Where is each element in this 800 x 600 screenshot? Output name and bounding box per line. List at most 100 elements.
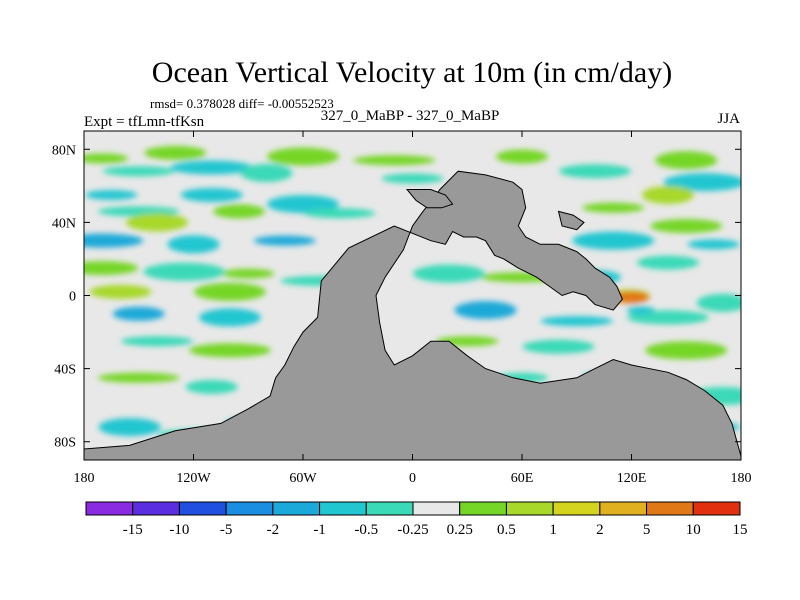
velocity-contour-53 xyxy=(98,418,161,437)
y-tick-label: 40S xyxy=(54,363,76,378)
velocity-contour-1 xyxy=(144,145,207,160)
velocity-contour-32 xyxy=(642,185,694,204)
velocity-contour-14 xyxy=(267,195,339,214)
velocity-contour-13 xyxy=(180,187,243,202)
colorbar-swatch-6 xyxy=(365,501,414,516)
map-axes: 180 120W 60W 0 60E 120E 180 80N 40N 0 40S 80S xyxy=(52,131,752,486)
velocity-contour-23 xyxy=(143,262,226,281)
colorbar-label: 5 xyxy=(643,522,651,538)
x-tick-label: 120W xyxy=(176,471,211,486)
velocity-contour-44 xyxy=(696,293,741,312)
velocity-contour-43 xyxy=(627,310,709,325)
colorbar-label: -0.5 xyxy=(354,522,378,538)
colorbar-label: -5 xyxy=(220,522,233,538)
velocity-contour-22 xyxy=(84,261,139,276)
velocity-contour-38 xyxy=(413,264,485,283)
x-tick-label: 120E xyxy=(617,471,647,486)
velocity-contour-35 xyxy=(572,231,655,250)
left-label: Expt = tfLmn-tfKsn xyxy=(84,114,205,130)
colorbar-swatch-12 xyxy=(646,501,694,516)
velocity-contour-42 xyxy=(540,316,613,327)
colorbar-swatch-11 xyxy=(599,501,648,516)
y-tick-label: 80N xyxy=(52,143,76,158)
velocity-contour-30 xyxy=(121,336,193,347)
velocity-contour-3 xyxy=(353,155,436,166)
colorbar-label: 0.5 xyxy=(497,522,516,538)
velocity-contour-17 xyxy=(126,213,188,232)
x-tick-label: 180 xyxy=(74,471,95,486)
velocity-contour-52 xyxy=(185,379,238,394)
velocity-contour-2 xyxy=(267,147,339,166)
colorbar-label: -0.25 xyxy=(397,522,428,538)
velocity-contour-16 xyxy=(213,204,266,219)
y-tick-label: 0 xyxy=(69,290,76,305)
equatorial-hotspot-2 xyxy=(613,291,650,304)
chart-title: Ocean Vertical Velocity at 10m (in cm/da… xyxy=(152,56,672,89)
velocity-contour-8 xyxy=(240,164,293,183)
colorbar-swatch-8 xyxy=(459,501,507,516)
velocity-contour-18 xyxy=(303,208,376,219)
continent-1 xyxy=(405,189,454,209)
colorbar-swatch-0 xyxy=(85,501,134,516)
x-tick-label: 0 xyxy=(409,471,416,486)
colorbar-label: 0.25 xyxy=(447,522,473,538)
velocity-contour-6 xyxy=(102,166,175,177)
velocity-contour-26 xyxy=(194,282,266,301)
velocity-contour-46 xyxy=(522,339,595,354)
colorbar-swatch-2 xyxy=(178,501,227,516)
colorbar-swatch-4 xyxy=(272,501,321,516)
continent-2 xyxy=(557,210,585,231)
x-tick-label: 60W xyxy=(289,471,317,486)
velocity-contour-28 xyxy=(112,306,165,321)
colorbar-swatch-3 xyxy=(225,501,274,516)
velocity-contour-4 xyxy=(496,149,548,164)
colorbar-label: -1 xyxy=(313,522,326,538)
center-label: 327_0_MaBP - 327_0_MaBP xyxy=(321,108,500,124)
velocity-contour-33 xyxy=(582,202,645,213)
right-label: JJA xyxy=(717,111,740,127)
velocity-contour-37 xyxy=(637,255,699,270)
y-tick-label: 80S xyxy=(54,436,76,451)
colorbar: -15 -10 -5 -2 -1 -0.5 -0.25 0.25 0.5 1 2 5 10 15 xyxy=(85,501,748,538)
velocity-contour-51 xyxy=(97,372,180,383)
velocity-contour-11 xyxy=(663,173,741,192)
colorbar-label: -10 xyxy=(169,522,189,538)
velocity-contour-5 xyxy=(655,151,718,170)
velocity-contour-0 xyxy=(84,153,129,164)
stats-text: rmsd= 0.378028 diff= -0.00552523 xyxy=(150,96,334,111)
velocity-contour-47 xyxy=(645,341,728,360)
colorbar-swatch-5 xyxy=(319,501,367,516)
velocity-contour-36 xyxy=(687,239,740,250)
velocity-contour-41 xyxy=(454,301,517,320)
colorbar-swatch-10 xyxy=(552,501,601,516)
colorbar-label: -15 xyxy=(123,522,143,538)
velocity-contour-25 xyxy=(89,284,152,299)
equatorial-hotspot-4 xyxy=(626,306,655,315)
y-tick-label: 40N xyxy=(52,216,76,231)
colorbar-label: 2 xyxy=(596,522,604,538)
continent-0 xyxy=(84,170,741,460)
velocity-contour-9 xyxy=(381,173,444,184)
colorbar-swatch-9 xyxy=(505,501,554,516)
velocity-contour-24 xyxy=(222,268,275,279)
velocity-contour-12 xyxy=(85,189,138,200)
x-tick-label: 180 xyxy=(731,471,752,486)
colorbar-label: 15 xyxy=(733,522,748,538)
colorbar-swatch-7 xyxy=(412,501,461,516)
colorbar-swatch-13 xyxy=(692,501,741,516)
velocity-contour-31 xyxy=(189,343,271,358)
velocity-contour-21 xyxy=(253,235,316,246)
x-tick-label: 60E xyxy=(511,471,534,486)
velocity-contour-29 xyxy=(199,308,261,327)
velocity-contour-34 xyxy=(650,219,723,234)
colorbar-label: 10 xyxy=(686,522,701,538)
colorbar-label: -2 xyxy=(267,522,280,538)
velocity-contour-10 xyxy=(559,164,631,179)
land-mask xyxy=(84,170,741,460)
velocity-contour-20 xyxy=(167,235,220,254)
colorbar-swatch-1 xyxy=(132,501,180,516)
velocity-contour-19 xyxy=(84,233,144,248)
velocity-contour-7 xyxy=(170,160,253,175)
colorbar-label: 1 xyxy=(549,522,557,538)
